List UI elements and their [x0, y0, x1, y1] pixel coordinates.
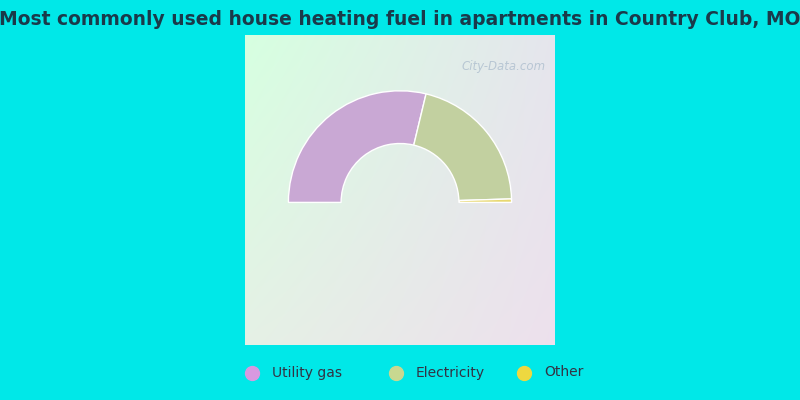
Wedge shape — [414, 94, 511, 200]
Wedge shape — [459, 199, 512, 202]
Text: Other: Other — [544, 366, 583, 380]
Text: Utility gas: Utility gas — [272, 366, 342, 380]
Text: Most commonly used house heating fuel in apartments in Country Club, MO: Most commonly used house heating fuel in… — [0, 10, 800, 29]
Wedge shape — [288, 91, 426, 202]
Text: Electricity: Electricity — [416, 366, 485, 380]
Text: City-Data.com: City-Data.com — [462, 60, 546, 73]
